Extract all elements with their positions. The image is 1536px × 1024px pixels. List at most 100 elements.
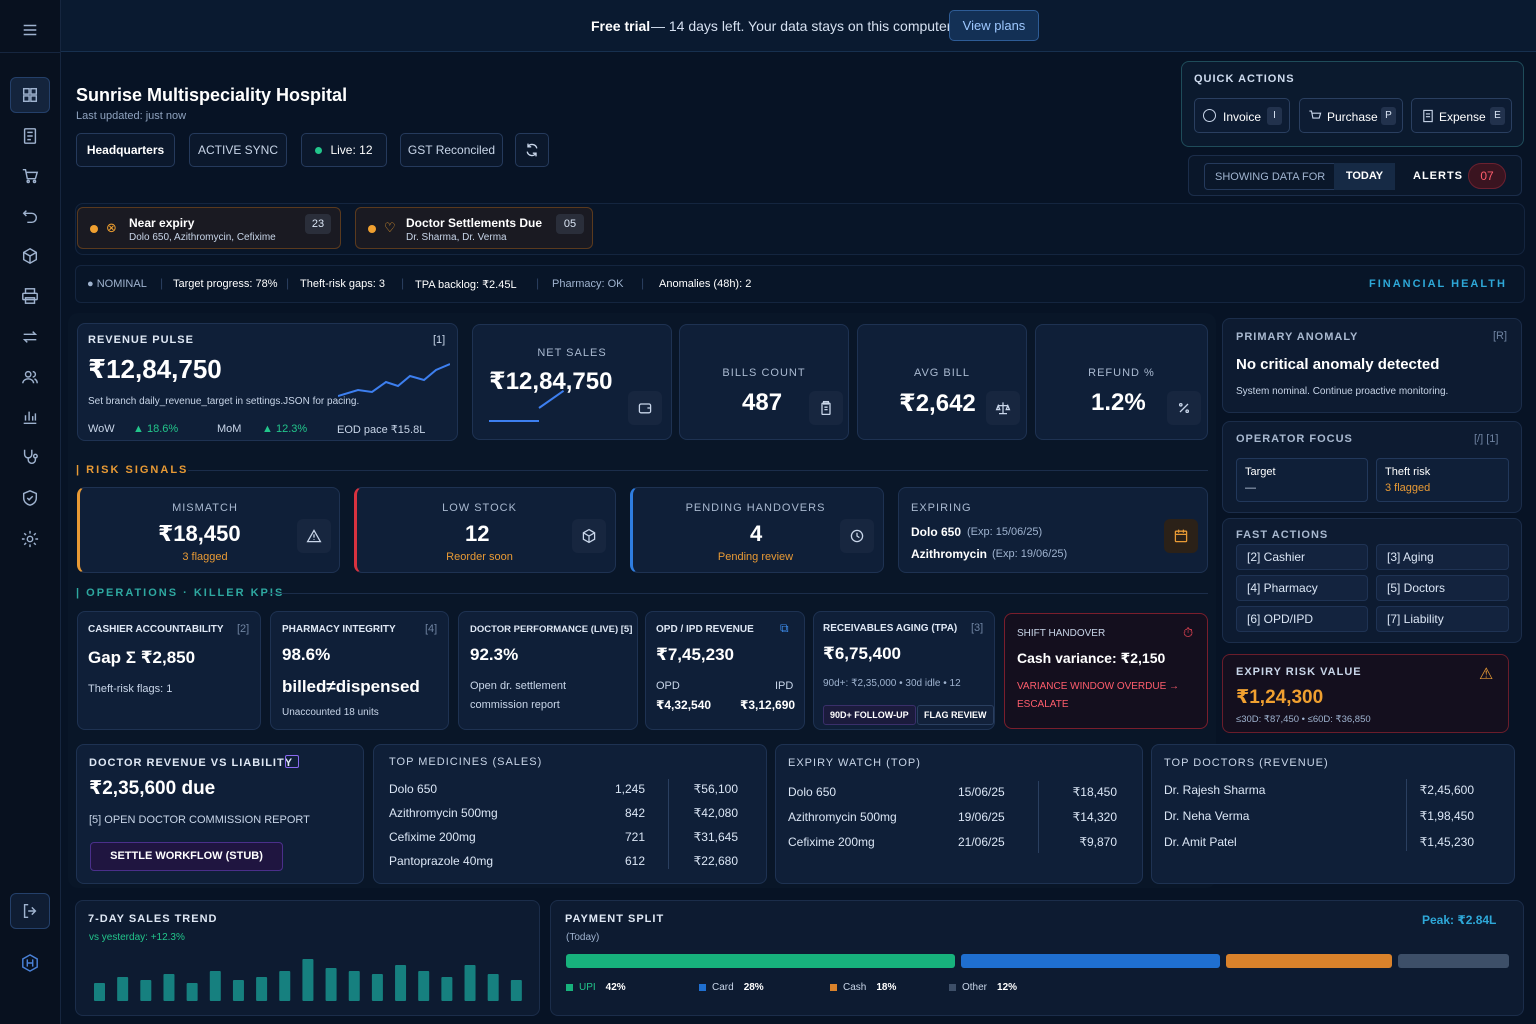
risk-label: PENDING HANDOVERS <box>685 502 826 514</box>
purchase-button[interactable]: Purchase P <box>1299 98 1403 133</box>
return-icon[interactable] <box>10 198 50 234</box>
ops-title: DOCTOR PERFORMANCE (LIVE) [5] <box>470 624 633 635</box>
expiring-card[interactable]: EXPIRING Dolo 650 (Exp: 15/06/25) Azithr… <box>898 487 1208 573</box>
payment-split-card: PAYMENT SPLIT (Today) Peak: ₹2.84L UPI 42… <box>550 900 1524 1016</box>
pharmacy-integrity-card[interactable]: PHARMACY INTEGRITY [4] 98.6% billed≠disp… <box>270 611 449 730</box>
cart-icon[interactable] <box>10 158 50 194</box>
showing-label: SHOWING DATA FOR <box>1215 171 1326 183</box>
risk-value: 4 <box>750 521 763 546</box>
theft-label: Theft risk <box>1385 466 1431 478</box>
mismatch-card[interactable]: MISMATCH ₹18,450 3 flagged <box>77 487 340 573</box>
escalate-link[interactable]: ESCALATE <box>1017 699 1069 710</box>
settle-workflow-button[interactable]: SETTLE WORKFLOW (STUB) <box>90 842 283 871</box>
legend-value: 42% <box>605 982 626 993</box>
live-dot <box>315 146 323 154</box>
legend-value: 28% <box>743 982 764 993</box>
stethoscope-icon[interactable] <box>10 439 50 475</box>
menu-icon[interactable] <box>10 12 50 48</box>
receivables-aging-card[interactable]: RECEIVABLES AGING (TPA) [3] ₹6,75,400 90… <box>813 611 995 730</box>
sync-chip[interactable]: ACTIVE SYNC <box>189 133 287 167</box>
commission-report-link[interactable]: [5] OPEN DOCTOR COMMISSION REPORT <box>89 814 310 826</box>
calendar-icon <box>1164 519 1198 553</box>
fast-actions-title: FAST ACTIONS <box>1236 529 1329 541</box>
dashboard-icon[interactable] <box>10 77 50 113</box>
gst-chip[interactable]: GST Reconciled <box>400 133 503 167</box>
transfer-icon[interactable] <box>10 319 50 355</box>
ops-title: SHIFT HANDOVER <box>1017 628 1106 639</box>
invoice-button[interactable]: Invoice I <box>1194 98 1290 133</box>
printer-icon[interactable] <box>10 278 50 314</box>
low-stock-card[interactable]: LOW STOCK 12 Reorder soon <box>354 487 616 573</box>
doctor-due-value: ₹2,35,600 due <box>89 778 216 799</box>
expiry-amount: ₹14,320 <box>1072 810 1117 824</box>
peak-value: Peak: ₹2.84L <box>1422 913 1497 927</box>
top-doctors-title: TOP DOCTORS (REVENUE) <box>1164 757 1329 769</box>
risk-sub: Reorder soon <box>446 551 513 563</box>
trend-bar <box>325 968 337 1001</box>
bills-count-card[interactable]: BILLS COUNT 487 <box>679 324 849 440</box>
nominal-status: ● NOMINAL <box>87 278 147 290</box>
payment-split-legend: UPI 42% Card 28% Cash 18% Other 12% <box>566 982 1509 998</box>
risk-signals-title: | RISK SIGNALS <box>76 464 189 476</box>
target-label: Target <box>1245 466 1276 478</box>
cashier-action[interactable]: [2] Cashier <box>1236 544 1368 570</box>
kpi-label: AVG BILL <box>913 367 971 379</box>
sales-trend-card: 7-DAY SALES TREND vs yesterday: +12.3% <box>75 900 540 1016</box>
cashier-accountability-card[interactable]: CASHIER ACCOUNTABILITY [2] Gap Σ ₹2,850 … <box>77 611 261 730</box>
last-updated: Last updated: just now <box>76 110 187 122</box>
pharmacy-action[interactable]: [4] Pharmacy <box>1236 575 1368 601</box>
doctors-action[interactable]: [5] Doctors <box>1376 575 1509 601</box>
legend-label: Cash <box>843 982 867 993</box>
follow-up-button[interactable]: 90D+ FOLLOW-UP <box>823 705 916 725</box>
expense-button[interactable]: Expense E <box>1411 98 1512 133</box>
flag-review-button[interactable]: FLAG REVIEW <box>917 705 994 725</box>
alerts-count-badge[interactable]: 07 <box>1468 163 1506 189</box>
nominal-label: NOMINAL <box>96 278 147 290</box>
liability-action[interactable]: [7] Liability <box>1376 606 1509 632</box>
warning-icon: ⚠ <box>1479 666 1494 683</box>
payment-split-bar <box>566 954 1509 968</box>
live-chip[interactable]: Live: 12 <box>301 133 387 167</box>
sidebar <box>0 0 61 1024</box>
aging-action[interactable]: [3] Aging <box>1376 544 1509 570</box>
invoice-label: Invoice <box>1223 110 1262 124</box>
shift-handover-card[interactable]: SHIFT HANDOVER ⏱ Cash variance: ₹2,150 V… <box>1004 613 1208 729</box>
theft-value: 3 flagged <box>1385 482 1431 494</box>
shield-icon[interactable] <box>10 480 50 516</box>
doctor-performance-card[interactable]: DOCTOR PERFORMANCE (LIVE) [5] 92.3% Open… <box>458 611 638 730</box>
branch-chip[interactable]: Headquarters <box>76 133 175 167</box>
users-icon[interactable] <box>10 359 50 395</box>
revenue-pulse-card[interactable]: REVENUE PULSE [1] ₹12,84,750 Set branch … <box>77 323 458 441</box>
opd-ipd-action[interactable]: [6] OPD/IPD <box>1236 606 1368 632</box>
wow-number: 18.6% <box>146 423 179 435</box>
alerts-label[interactable]: ALERTS <box>1413 170 1463 182</box>
med-qty: 721 <box>624 830 645 844</box>
refresh-button[interactable] <box>515 133 549 167</box>
med-qty: 842 <box>624 806 645 820</box>
tpa-backlog: TPA backlog: ₹2.45L <box>415 278 517 291</box>
avg-bill-card[interactable]: AVG BILL ₹2,642 <box>857 324 1027 440</box>
ops-sub: Unaccounted 18 units <box>282 707 379 718</box>
expiring-item-date: (Exp: 15/06/25) <box>967 526 1043 538</box>
refund-card[interactable]: REFUND % 1.2% <box>1035 324 1208 440</box>
theft-risk-tile[interactable]: Theft risk 3 flagged <box>1376 458 1509 502</box>
net-sales-card[interactable]: NET SALES ₹12,84,750 <box>472 324 672 440</box>
view-plans-button[interactable]: View plans <box>949 10 1039 41</box>
logout-icon[interactable] <box>10 893 50 929</box>
today-button[interactable]: TODAY <box>1334 163 1395 190</box>
near-expiry-alert[interactable]: ⊗ Near expiry Dolo 650, Azithromycin, Ce… <box>77 207 341 249</box>
kpi-label: BILLS COUNT <box>722 367 806 379</box>
pending-handovers-card[interactable]: PENDING HANDOVERS 4 Pending review <box>630 487 884 573</box>
target-tile[interactable]: Target — <box>1236 458 1368 502</box>
expiry-risk-card[interactable]: EXPIRY RISK VALUE ⚠ ₹1,24,300 ≤30D: ₹87,… <box>1222 654 1509 733</box>
opd-ipd-card[interactable]: OPD / IPD REVENUE ⧉ ₹7,45,230 OPD IPD ₹4… <box>645 611 805 730</box>
search-chart-icon[interactable]: ⧉ <box>780 621 789 635</box>
revenue-note: Set branch daily_revenue_target in setti… <box>88 396 360 407</box>
doctor-settlements-alert[interactable]: ♡ Doctor Settlements Due Dr. Sharma, Dr.… <box>355 207 593 249</box>
billing-icon[interactable] <box>10 118 50 154</box>
settings-icon[interactable] <box>10 521 50 557</box>
reports-icon[interactable] <box>10 399 50 435</box>
inventory-icon[interactable] <box>10 238 50 274</box>
date-toggle: SHOWING DATA FOR TODAY <box>1204 163 1395 190</box>
mom-number: 12.3% <box>275 423 308 435</box>
